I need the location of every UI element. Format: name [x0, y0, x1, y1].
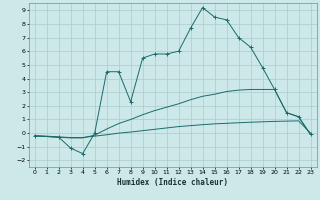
X-axis label: Humidex (Indice chaleur): Humidex (Indice chaleur) [117, 178, 228, 187]
